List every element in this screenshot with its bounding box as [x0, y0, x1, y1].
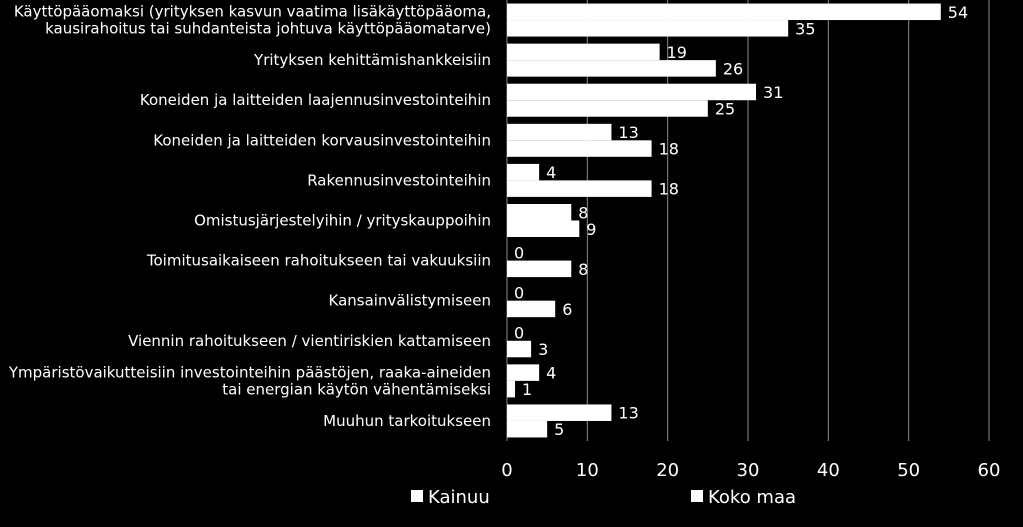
data-label: 9 — [586, 220, 596, 239]
category-label: kausirahoitus tai suhdanteista johtuva k… — [45, 20, 491, 38]
category-label: Muuhun tarkoitukseen — [323, 412, 491, 430]
data-label: 35 — [795, 19, 815, 38]
bar-koko-maa — [507, 420, 548, 438]
category-label: Kansainvälistymiseen — [329, 292, 492, 310]
bar-koko-maa — [507, 20, 789, 37]
x-tick-label: 20 — [656, 460, 679, 481]
category-label: tai energian käytön vähentämiseksi — [222, 380, 491, 398]
data-label: 0 — [514, 243, 524, 262]
data-label: 19 — [667, 43, 687, 62]
legend-label: Koko maa — [708, 487, 796, 508]
bar-koko-maa — [507, 300, 556, 318]
bar-kainuu — [507, 364, 540, 381]
bar-kainuu — [507, 404, 612, 421]
data-label: 5 — [554, 420, 564, 439]
x-tick-label: 0 — [501, 460, 512, 481]
data-label: 4 — [546, 163, 556, 182]
legend-swatch — [411, 490, 423, 502]
category-label: Viennin rahoitukseen / vientiriskien kat… — [128, 332, 491, 350]
bar-koko-maa — [507, 260, 572, 278]
data-label: 1 — [522, 380, 532, 399]
data-label: 31 — [763, 83, 783, 102]
data-label: 4 — [546, 364, 556, 383]
data-label: 0 — [514, 324, 524, 343]
x-tick-label: 60 — [978, 460, 1001, 481]
data-label: 6 — [562, 300, 572, 319]
data-label: 26 — [723, 59, 743, 78]
data-label: 25 — [715, 99, 735, 118]
bar-koko-maa — [507, 180, 652, 197]
legend-swatch — [691, 490, 703, 502]
category-label: Koneiden ja laitteiden korvausinvestoint… — [153, 131, 491, 149]
bar-koko-maa — [507, 220, 580, 237]
category-label: Toimitusaikaiseen rahoitukseen tai vakuu… — [146, 252, 491, 270]
category-label: Omistusjärjestelyihin / yrityskauppoihin — [194, 212, 491, 230]
bar-koko-maa — [507, 60, 716, 77]
bar-koko-maa — [507, 140, 652, 157]
bar-koko-maa — [507, 340, 532, 358]
data-label: 0 — [514, 283, 524, 302]
x-tick-label: 50 — [897, 460, 920, 481]
data-label: 13 — [618, 404, 638, 423]
bar-kainuu — [507, 3, 941, 21]
category-label: Koneiden ja laitteiden laajennusinvestoi… — [140, 91, 491, 109]
data-label: 8 — [578, 260, 588, 279]
bar-koko-maa — [507, 100, 708, 117]
data-label: 54 — [948, 3, 968, 22]
bar-kainuu — [507, 204, 572, 221]
category-label: Yrityksen kehittämishankkeisiin — [253, 51, 491, 69]
data-label: 18 — [659, 140, 679, 159]
data-label: 13 — [618, 123, 638, 142]
data-label: 8 — [578, 203, 588, 222]
bar-koko-maa — [507, 380, 516, 398]
x-tick-label: 10 — [576, 460, 599, 481]
category-label: Rakennusinvestointeihin — [307, 171, 491, 189]
bar-kainuu — [507, 43, 660, 61]
category-label: Ympäristövaikutteisiin investointeihin p… — [8, 363, 491, 381]
data-label: 18 — [659, 180, 679, 199]
legend-label: Kainuu — [428, 487, 490, 508]
x-tick-label: 40 — [817, 460, 840, 481]
data-label: 3 — [538, 340, 548, 359]
category-label: Käyttöpääomaksi (yrityksen kasvun vaatim… — [14, 3, 491, 21]
bar-kainuu — [507, 83, 757, 101]
x-tick-label: 30 — [737, 460, 760, 481]
bar-kainuu — [507, 123, 612, 141]
bar-kainuu — [507, 163, 540, 181]
